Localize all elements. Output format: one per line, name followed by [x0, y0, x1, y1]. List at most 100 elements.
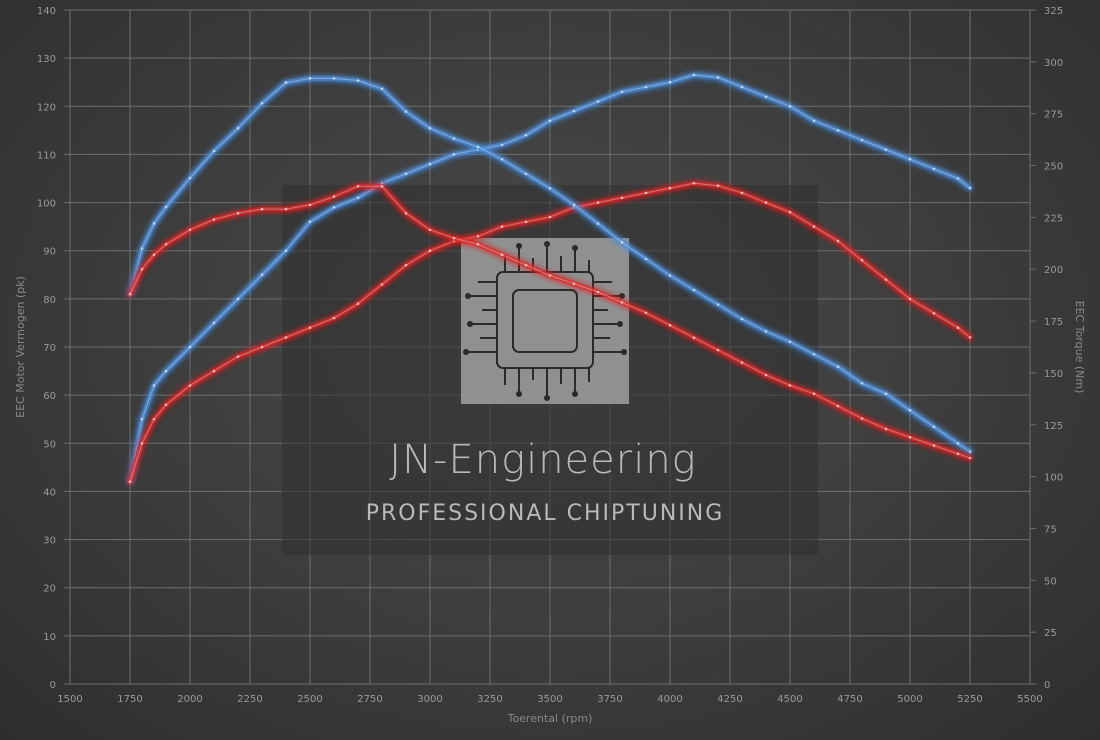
- data-point: [452, 153, 456, 156]
- x-tick-label: 4750: [837, 694, 862, 705]
- data-point: [968, 336, 972, 339]
- y-left-tick-label: 10: [43, 632, 56, 643]
- y-right-tick-label: 0: [1044, 680, 1050, 691]
- data-point: [140, 267, 144, 271]
- data-point: [212, 218, 216, 221]
- data-point: [836, 404, 840, 408]
- data-point: [716, 184, 720, 187]
- y-right-tick-label: 75: [1044, 524, 1057, 535]
- watermark-title: JN-Engineering: [389, 437, 696, 483]
- series-line: [129, 77, 971, 453]
- data-point: [260, 207, 264, 211]
- data-point: [332, 77, 336, 80]
- data-point: [668, 80, 672, 84]
- data-point: [308, 220, 312, 224]
- data-point: [428, 249, 432, 252]
- data-point: [356, 196, 360, 200]
- series-power-0: [127, 72, 973, 485]
- data-point: [428, 228, 432, 232]
- data-point: [860, 382, 864, 385]
- data-point: [476, 243, 480, 246]
- data-point: [956, 326, 960, 330]
- data-point: [572, 282, 576, 286]
- data-point: [764, 95, 768, 98]
- data-point: [452, 137, 456, 140]
- data-point: [692, 336, 696, 340]
- y-right-tick-label: 225: [1044, 213, 1063, 224]
- data-point: [908, 435, 912, 439]
- data-point: [548, 274, 552, 277]
- data-point: [968, 186, 972, 190]
- data-point: [740, 317, 744, 321]
- y-left-tick-label: 120: [37, 102, 56, 113]
- data-point: [764, 201, 768, 204]
- data-point: [932, 444, 936, 447]
- data-point: [596, 201, 600, 204]
- y-left-tick-label: 60: [43, 391, 56, 402]
- data-point: [260, 273, 264, 277]
- data-point: [692, 182, 696, 185]
- y-right-tick-label: 50: [1044, 576, 1057, 587]
- data-point: [956, 452, 960, 456]
- data-point: [212, 369, 216, 373]
- data-point: [548, 119, 552, 122]
- y-right-tick-label: 325: [1044, 6, 1063, 17]
- data-point: [524, 263, 528, 267]
- x-tick-label: 4500: [777, 694, 802, 705]
- data-point: [428, 162, 432, 166]
- watermark: JN-Engineering PROFESSIONAL CHIPTUNING: [282, 185, 818, 555]
- data-point: [308, 326, 312, 330]
- data-point: [596, 222, 600, 225]
- data-point: [152, 417, 156, 421]
- y-right-tick-label: 175: [1044, 317, 1063, 328]
- data-point: [332, 206, 336, 209]
- data-point: [332, 195, 336, 198]
- data-point: [740, 361, 744, 364]
- data-point: [644, 85, 648, 89]
- data-point: [500, 225, 504, 228]
- x-tick-label: 2750: [357, 694, 382, 705]
- data-point: [836, 365, 840, 369]
- data-point: [884, 427, 888, 431]
- data-point: [932, 167, 936, 171]
- data-point: [188, 384, 192, 387]
- data-point: [620, 241, 624, 244]
- left-axis-title: EEC Motor Vermogen (pk): [14, 276, 27, 418]
- data-point: [692, 288, 696, 292]
- data-point: [164, 369, 168, 373]
- data-point: [836, 129, 840, 132]
- data-point: [260, 102, 264, 105]
- data-point: [596, 100, 600, 103]
- data-point: [188, 228, 192, 232]
- data-point: [164, 205, 168, 209]
- data-point: [476, 235, 480, 238]
- series-glow: [127, 183, 973, 461]
- data-point: [644, 257, 648, 261]
- y-left-tick-label: 70: [43, 343, 56, 354]
- data-point: [332, 316, 336, 320]
- x-tick-label: 5000: [897, 694, 922, 705]
- chip-logo: [461, 238, 629, 404]
- data-point: [284, 81, 288, 84]
- data-point: [452, 236, 456, 240]
- y-right-tick-label: 200: [1044, 265, 1063, 276]
- data-point: [236, 355, 240, 358]
- y-left-tick-label: 110: [37, 150, 56, 161]
- data-point: [212, 149, 216, 153]
- data-point: [188, 345, 192, 349]
- x-tick-label: 1500: [57, 694, 82, 705]
- data-point: [812, 392, 816, 396]
- y-right-tick-label: 275: [1044, 110, 1063, 121]
- data-point: [476, 145, 480, 149]
- y-left-tick-label: 130: [37, 54, 56, 65]
- x-tick-label: 2000: [177, 694, 202, 705]
- data-point: [548, 215, 552, 219]
- data-point: [644, 311, 648, 315]
- data-point: [764, 373, 768, 377]
- right-axis-title: EEC Torque (Nm): [1073, 301, 1086, 394]
- x-tick-label: 3000: [417, 694, 442, 705]
- data-point: [356, 185, 360, 188]
- series-power-1: [127, 180, 973, 485]
- x-tick-label: 3250: [477, 694, 502, 705]
